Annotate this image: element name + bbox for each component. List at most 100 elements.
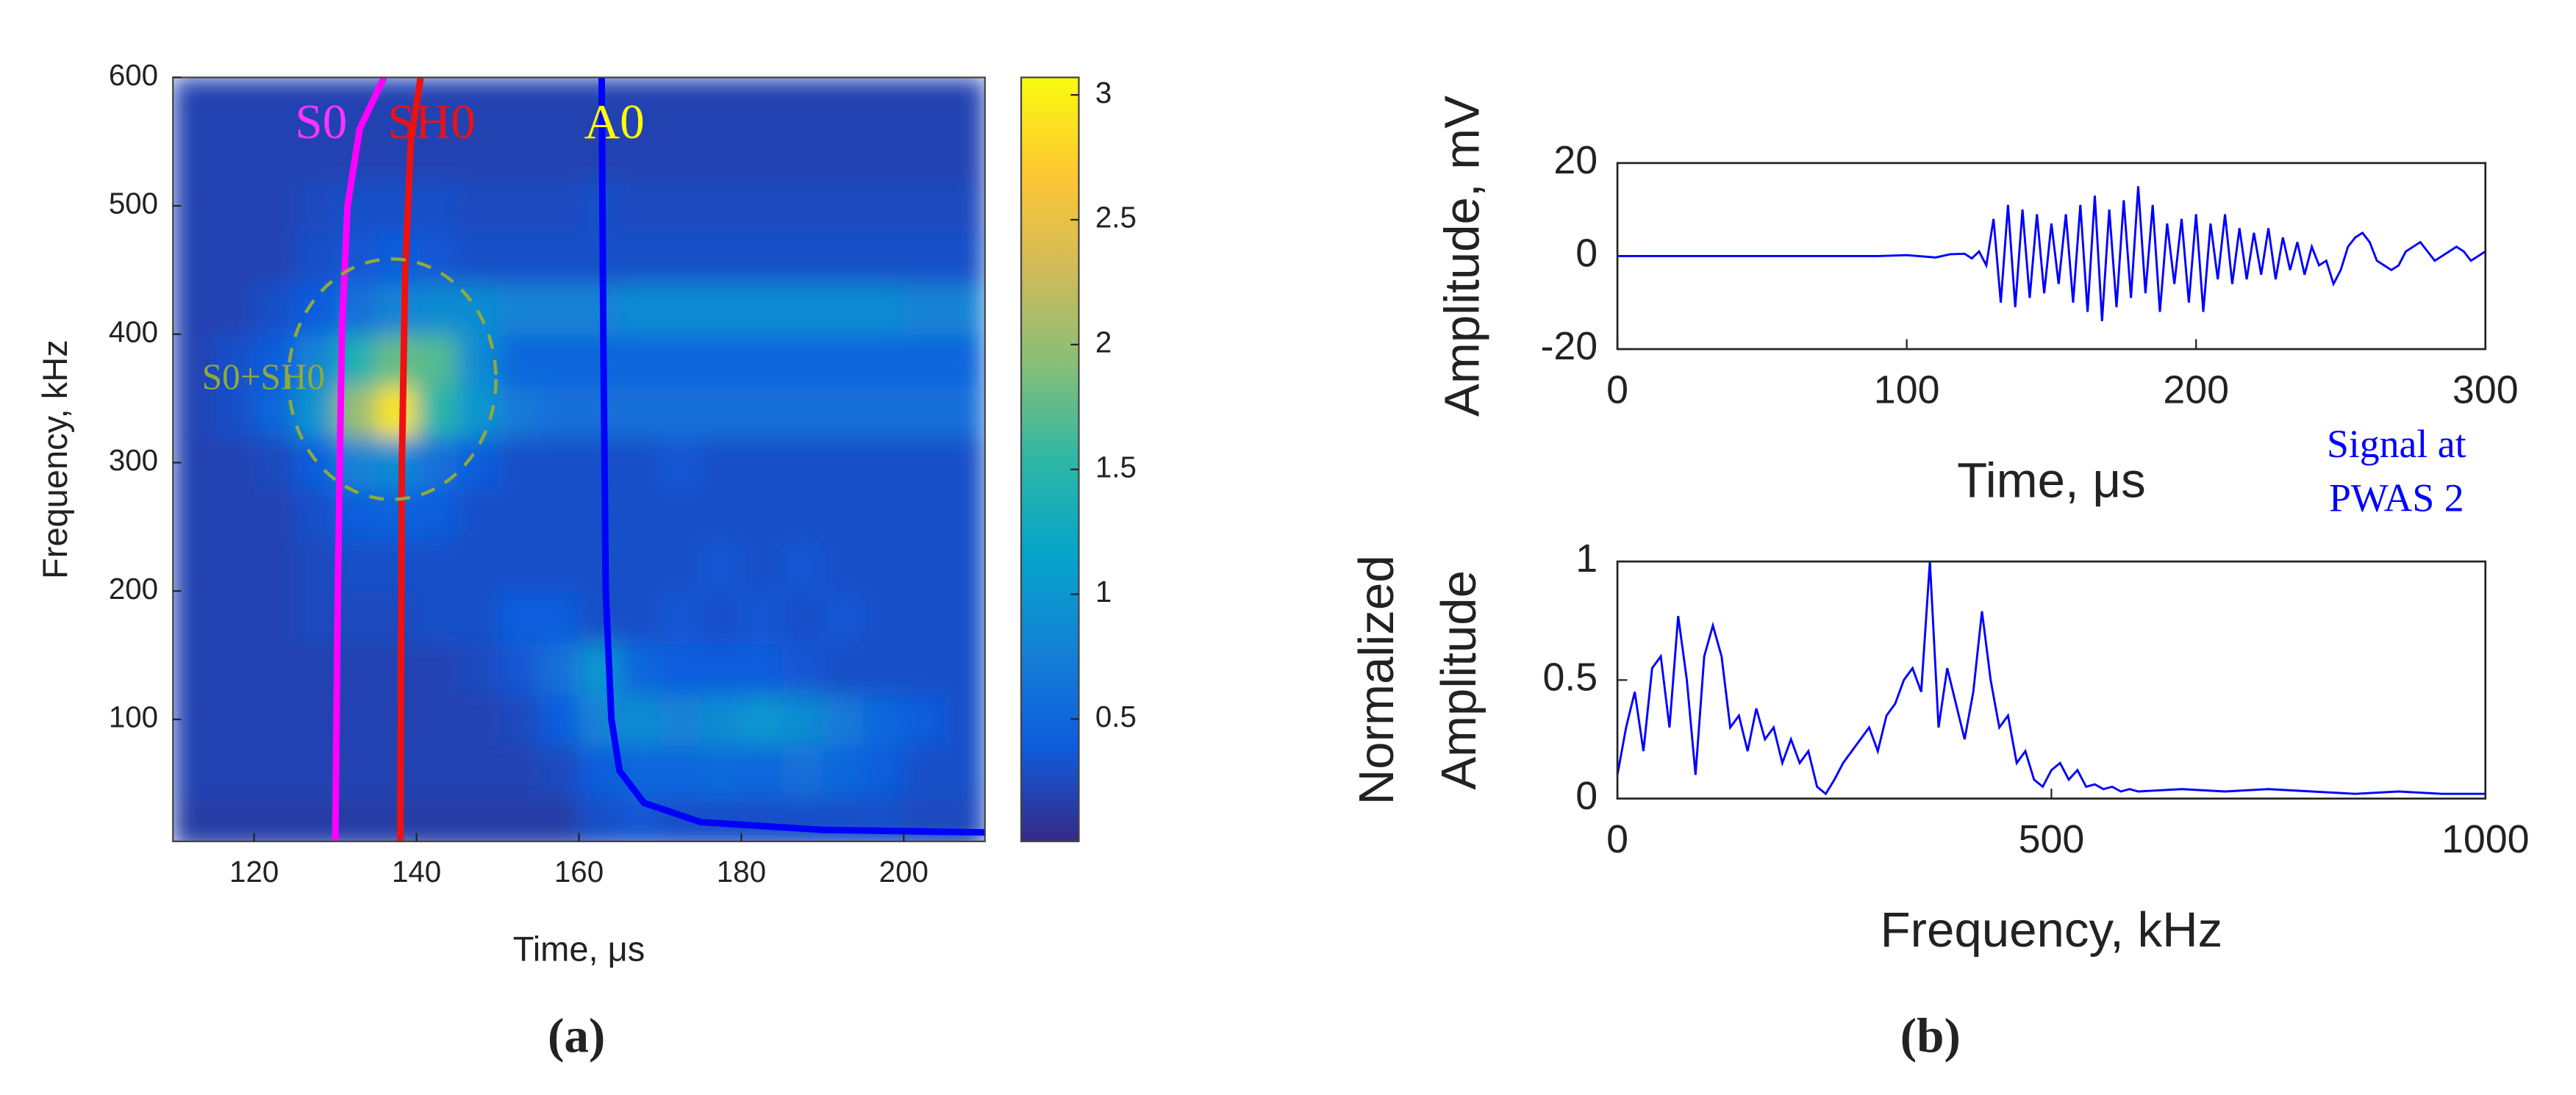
heat-cell <box>416 129 459 182</box>
heat-cell <box>173 334 215 387</box>
heat-cell <box>173 385 215 438</box>
heat-cell <box>701 77 743 130</box>
x-axis-label: Time, μs <box>1957 453 2146 508</box>
heat-cell <box>294 693 337 747</box>
heat-cell <box>659 488 702 541</box>
heat-cell <box>619 693 662 747</box>
heat-cell <box>254 642 296 695</box>
x-axis-label: Time, μs <box>513 929 645 968</box>
heat-cell <box>416 334 459 387</box>
heat-cell <box>457 437 499 489</box>
heat-cell <box>822 488 865 541</box>
heat-cell <box>701 642 743 695</box>
colorbar-tick-label: 1.5 <box>1095 450 1137 484</box>
heat-cell <box>904 437 945 489</box>
heat-cell <box>944 129 985 182</box>
y-tick-label: 600 <box>109 58 158 92</box>
heat-cell <box>944 77 985 130</box>
heat-cell <box>498 180 540 233</box>
heat-cell <box>376 693 418 747</box>
heat-cell <box>822 693 865 747</box>
heat-cell <box>781 180 824 233</box>
heat-cell <box>416 282 459 336</box>
heat-cell <box>498 539 540 592</box>
heat-cell <box>619 591 662 644</box>
x-tick-label: 200 <box>879 855 929 888</box>
heatmap <box>173 77 985 841</box>
heat-cell <box>741 488 783 541</box>
heat-cell <box>579 642 621 695</box>
heat-cell <box>741 437 783 489</box>
heat-cell <box>213 796 256 841</box>
y-tick-label: 300 <box>109 443 158 477</box>
heat-cell <box>822 334 865 387</box>
heat-cell <box>376 385 418 438</box>
heat-cell <box>457 77 499 130</box>
heat-cell <box>659 437 702 489</box>
annotation: S0+SH0 <box>202 356 325 397</box>
heat-cell <box>781 744 824 798</box>
heat-cell <box>376 642 418 695</box>
heat-cell <box>659 385 702 438</box>
y-tick-label: 1 <box>1575 536 1598 581</box>
x-tick-label: 500 <box>2019 817 2085 861</box>
heat-cell <box>741 129 783 182</box>
heat-cell <box>659 744 702 798</box>
heat-cell <box>619 539 662 592</box>
heat-cell <box>498 231 540 284</box>
heat-cell <box>213 282 256 336</box>
heat-cell <box>579 437 621 489</box>
caption: (b) <box>1900 1008 1961 1063</box>
heat-cell <box>659 129 702 182</box>
y-tick-label: 200 <box>109 572 158 606</box>
y-tick-label: 0 <box>1575 774 1598 818</box>
heat-cell <box>904 334 945 387</box>
heat-cell <box>904 180 945 233</box>
heat-cell <box>498 129 540 182</box>
heatmap-area <box>173 77 985 841</box>
heat-cell <box>416 437 459 489</box>
heat-cell <box>498 282 540 336</box>
heat-cell <box>457 180 499 233</box>
heat-cell <box>619 385 662 438</box>
heat-cell <box>741 385 783 438</box>
heat-cell <box>579 591 621 644</box>
heat-cell <box>498 642 540 695</box>
x-tick-label: 0 <box>1606 367 1628 412</box>
heat-cell <box>294 539 337 592</box>
heat-cell <box>294 282 337 336</box>
y-tick-label: 100 <box>109 700 158 734</box>
heat-cell <box>944 334 985 387</box>
heat-cell <box>498 591 540 644</box>
heat-cell <box>741 231 783 284</box>
heat-cell <box>863 539 905 592</box>
heat-cell <box>659 539 702 592</box>
heat-cell <box>538 231 580 284</box>
y-axis-label: Normalized <box>1349 555 1404 805</box>
heat-cell <box>944 231 985 284</box>
heat-cell <box>659 231 702 284</box>
heat-cell <box>376 744 418 798</box>
heat-cell <box>822 129 865 182</box>
y-axis-label: Amplitude <box>1431 570 1486 790</box>
heat-cell <box>659 642 702 695</box>
heat-cell <box>619 437 662 489</box>
heat-cell <box>294 796 337 841</box>
heat-cell <box>701 385 743 438</box>
x-tick-label: 0 <box>1606 817 1628 861</box>
heat-cell <box>335 642 377 695</box>
heat-cell <box>781 642 824 695</box>
heat-cell <box>863 744 905 798</box>
heat-cell <box>619 334 662 387</box>
heat-cell <box>619 77 662 130</box>
heat-cell <box>294 231 337 284</box>
heat-cell <box>213 437 256 489</box>
heat-cell <box>822 282 865 336</box>
heat-cell <box>659 591 702 644</box>
heat-cell <box>822 385 865 438</box>
heat-cell <box>213 744 256 798</box>
heat-cell <box>781 77 824 130</box>
heat-cell <box>254 437 296 489</box>
y-tick-label: -20 <box>1541 324 1598 368</box>
heat-cell <box>376 539 418 592</box>
